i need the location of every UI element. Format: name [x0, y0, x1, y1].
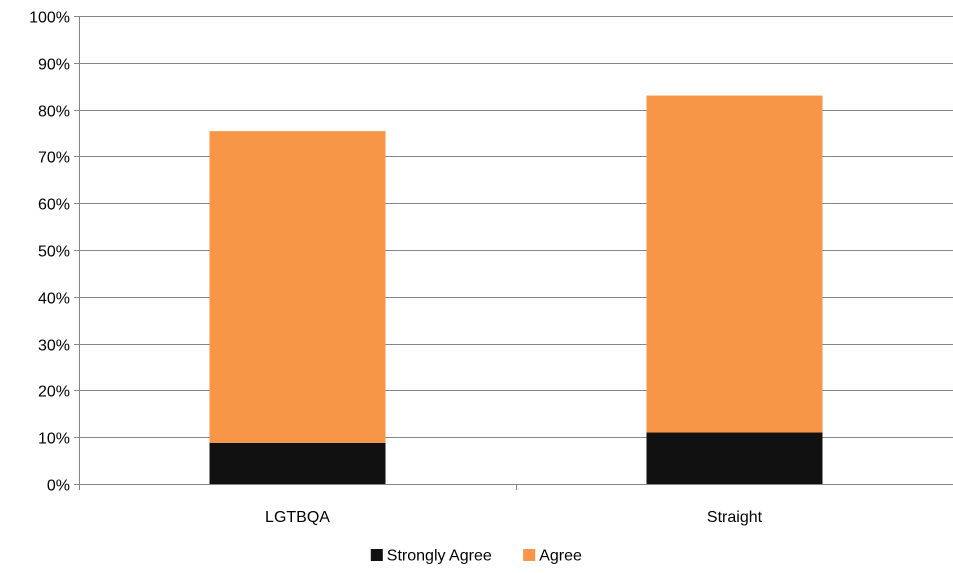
x-tick-label: Straight	[707, 509, 763, 526]
y-tick-label: 0%	[47, 478, 70, 495]
y-tick-label: 20%	[38, 384, 70, 401]
y-tick-label: 100%	[29, 10, 70, 27]
x-axis-ticks: LGTBQA Straight	[265, 509, 763, 526]
y-tick-label: 90%	[38, 57, 70, 74]
legend-swatch-agree	[523, 549, 536, 561]
bars	[209, 95, 823, 484]
axes	[79, 16, 953, 490]
y-tick-label: 40%	[38, 291, 70, 308]
legend: Strongly Agree Agree	[370, 548, 582, 565]
x-tick-label: LGTBQA	[265, 509, 330, 526]
y-tick-label: 60%	[38, 197, 70, 214]
legend-label: Strongly Agree	[387, 548, 492, 565]
legend-swatch-strongly-agree	[370, 549, 383, 561]
bar-agree-lgtbqa	[209, 131, 386, 443]
y-tick-label: 50%	[38, 244, 70, 261]
y-tick-label: 10%	[38, 431, 70, 448]
bar-strongly-agree-lgtbqa	[209, 442, 386, 484]
legend-label: Agree	[539, 548, 582, 565]
y-tick-label: 30%	[38, 338, 70, 355]
bar-agree-straight	[646, 95, 823, 433]
y-axis-ticks: 0% 10% 20% 30% 40% 50% 60% 70% 80% 90% 100%	[29, 10, 79, 495]
bar-strongly-agree-straight	[646, 432, 823, 484]
y-tick-label: 70%	[38, 150, 70, 167]
y-tick-label: 80%	[38, 104, 70, 121]
